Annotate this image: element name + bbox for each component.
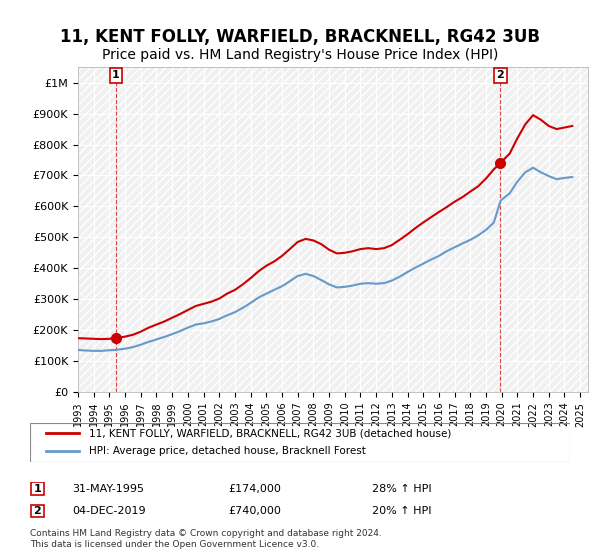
Text: HPI: Average price, detached house, Bracknell Forest: HPI: Average price, detached house, Brac…: [89, 446, 366, 456]
Text: 31-MAY-1995: 31-MAY-1995: [72, 484, 144, 494]
Text: 11, KENT FOLLY, WARFIELD, BRACKNELL, RG42 3UB (detached house): 11, KENT FOLLY, WARFIELD, BRACKNELL, RG4…: [89, 428, 452, 438]
Text: 20% ↑ HPI: 20% ↑ HPI: [372, 506, 431, 516]
Text: 11, KENT FOLLY, WARFIELD, BRACKNELL, RG42 3UB: 11, KENT FOLLY, WARFIELD, BRACKNELL, RG4…: [60, 28, 540, 46]
Text: Contains HM Land Registry data © Crown copyright and database right 2024.
This d: Contains HM Land Registry data © Crown c…: [30, 529, 382, 549]
Text: £740,000: £740,000: [228, 506, 281, 516]
Text: 2: 2: [34, 506, 41, 516]
Text: 28% ↑ HPI: 28% ↑ HPI: [372, 484, 431, 494]
Text: £174,000: £174,000: [228, 484, 281, 494]
Text: Price paid vs. HM Land Registry's House Price Index (HPI): Price paid vs. HM Land Registry's House …: [102, 48, 498, 62]
Text: 1: 1: [34, 484, 41, 493]
Text: 2: 2: [497, 71, 505, 81]
Text: 04-DEC-2019: 04-DEC-2019: [72, 506, 146, 516]
Text: 1: 1: [112, 71, 120, 81]
